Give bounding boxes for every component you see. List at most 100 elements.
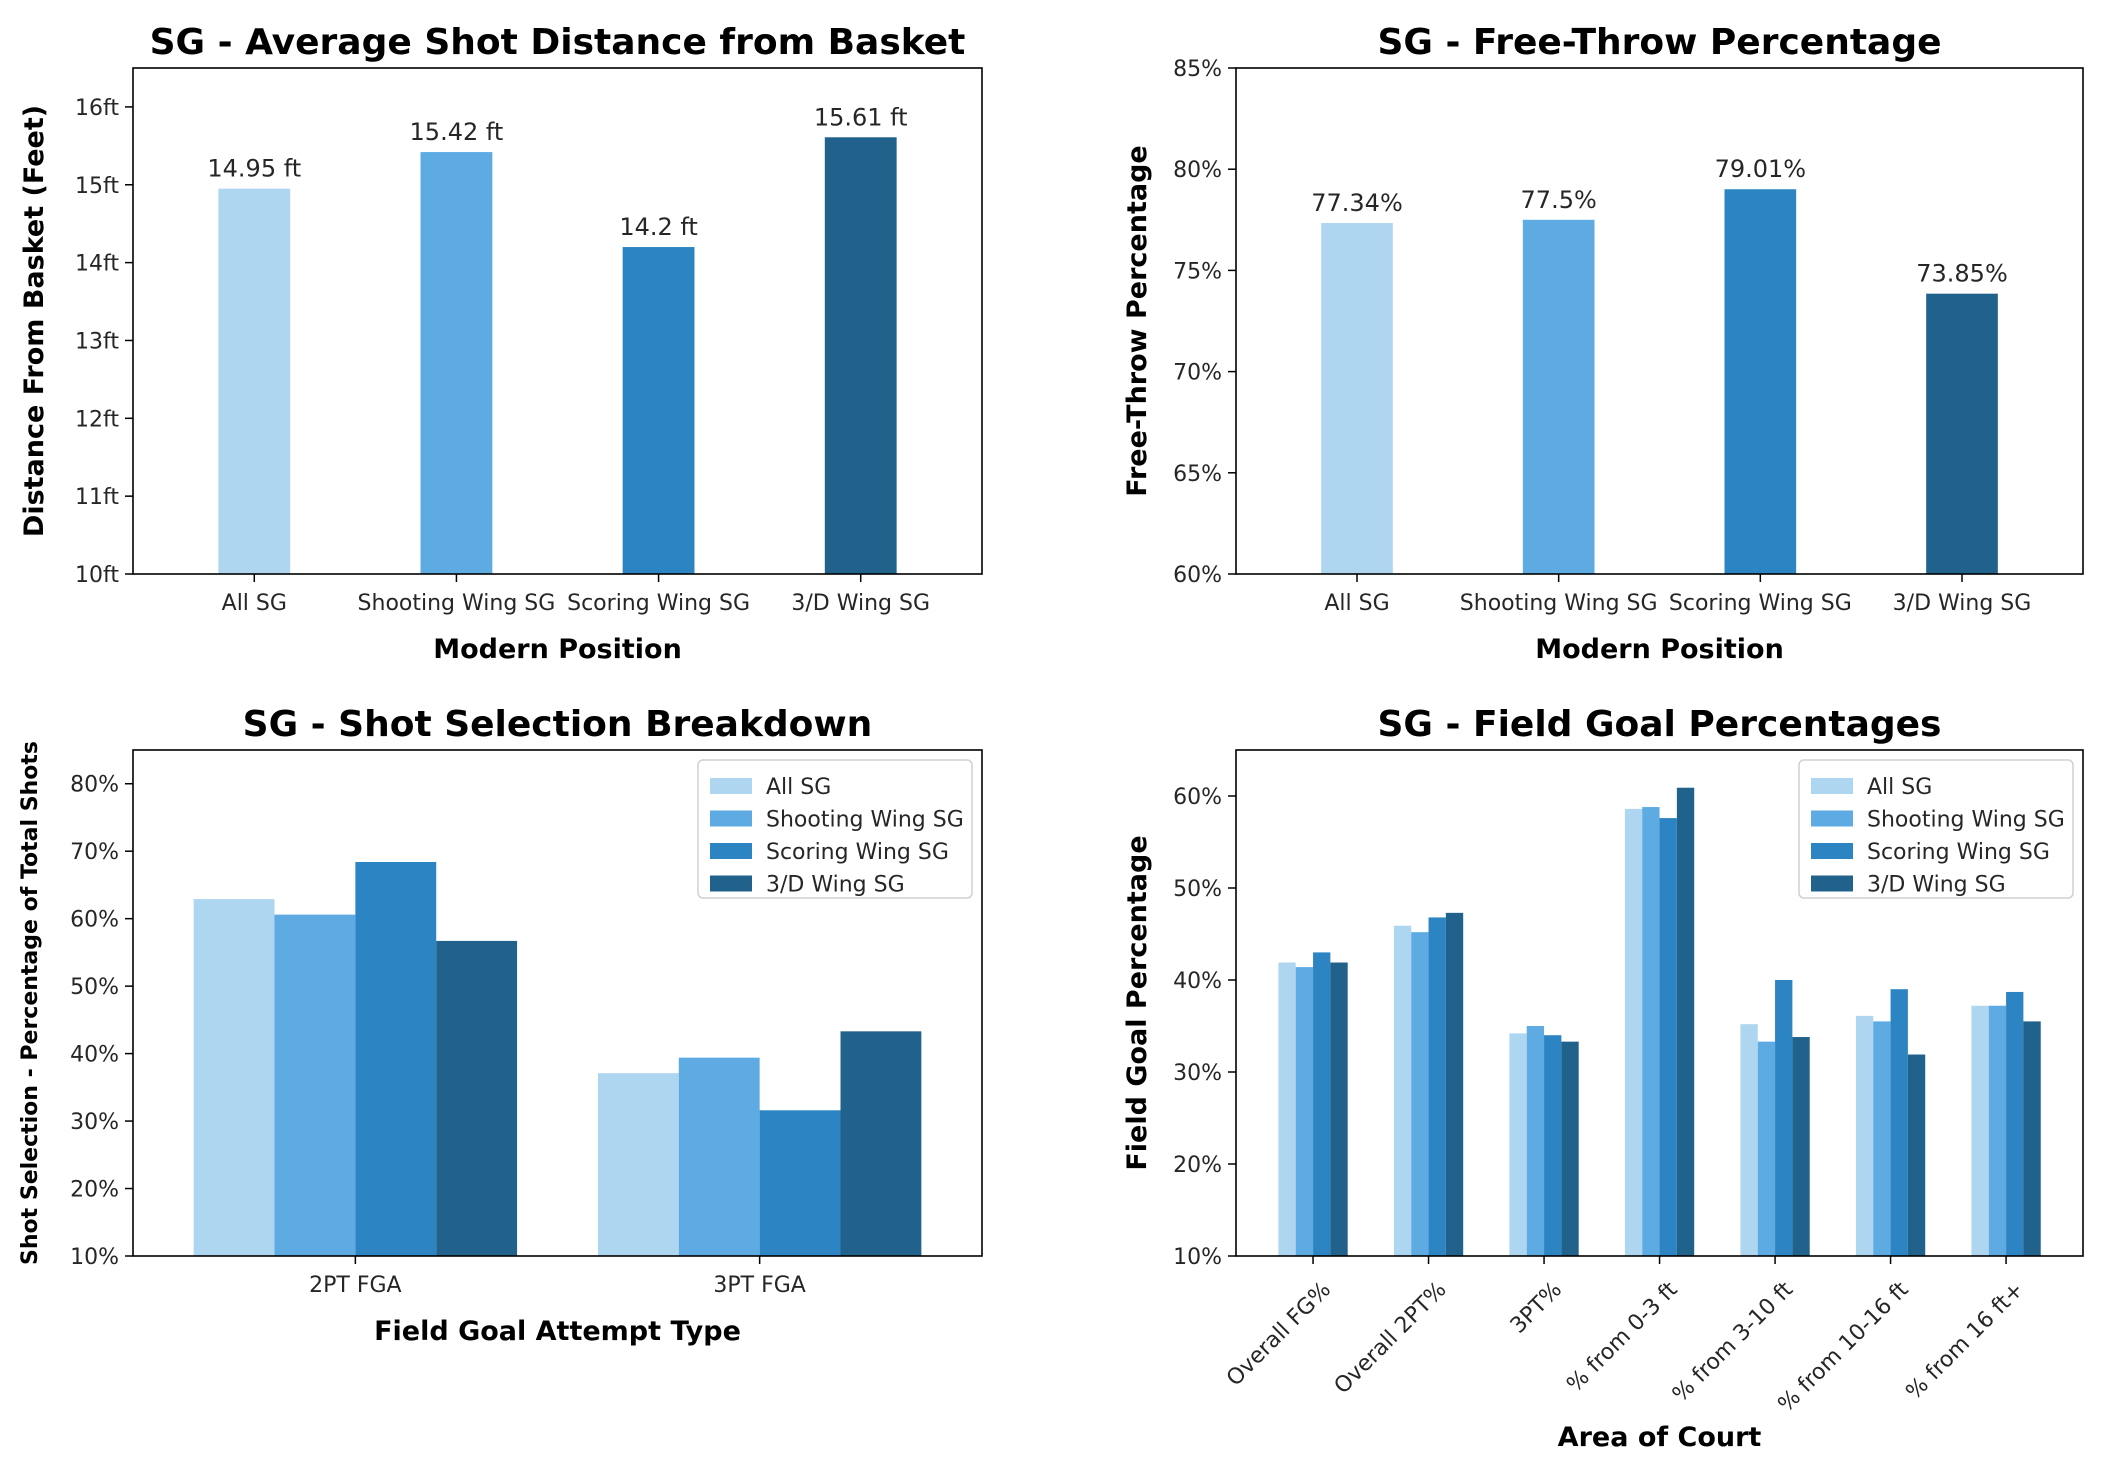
bar-all-sg	[1971, 1005, 1989, 1256]
x-tick-label: All SG	[1324, 591, 1389, 616]
bar-3-d-wing-sg	[436, 940, 518, 1256]
y-tick-label: 14ft	[75, 252, 119, 277]
bar-3-d-wing-sg	[1792, 1037, 1810, 1256]
data-label: 77.34%	[1311, 189, 1403, 217]
x-tick-label: % from 0-3 ft	[1562, 1277, 1682, 1397]
chart-1: SG - Average Shot Distance from Basket 14…	[19, 22, 983, 665]
bar-3-d-wing-sg	[1907, 1054, 1926, 1256]
data-label: 14.2 ft	[619, 213, 698, 241]
y-tick-label: 40%	[70, 1043, 119, 1068]
legend-label: Shooting Wing SG	[766, 808, 964, 833]
y-tick-label: 16ft	[75, 96, 119, 121]
bar-shooting-wing-sg	[1522, 219, 1595, 575]
bar-scoring-wing-sg	[1659, 818, 1677, 1256]
bar-shooting-wing-sg	[678, 1057, 760, 1256]
bar-scoring-wing-sg	[1724, 189, 1797, 574]
data-label: 77.5%	[1521, 186, 1597, 214]
bar-all-sg	[218, 188, 291, 574]
y-tick-label: 85%	[1173, 57, 1222, 82]
bar-3-d-wing-sg	[840, 1031, 922, 1256]
legend-label: 3/D Wing SG	[1867, 873, 2006, 898]
legend-swatch	[1811, 843, 1853, 859]
bar-all-sg	[597, 1073, 679, 1256]
data-label: 15.61 ft	[814, 103, 908, 131]
legend-swatch	[710, 875, 752, 892]
x-tick-label: 3PT FGA	[713, 1273, 805, 1298]
y-axis-label: Field Goal Percentage	[1122, 835, 1153, 1170]
y-tick-label: 12ft	[75, 407, 119, 432]
bar-all-sg	[1509, 1033, 1527, 1256]
y-tick-label: 50%	[1173, 877, 1222, 902]
bar-shooting-wing-sg	[420, 152, 493, 574]
x-tick-label: 3/D Wing SG	[1893, 591, 2032, 616]
y-tick-label: 30%	[70, 1110, 119, 1135]
bar-scoring-wing-sg	[1775, 980, 1793, 1256]
y-tick-label: 40%	[1173, 969, 1222, 994]
x-tick-label: 3PT%	[1506, 1277, 1567, 1338]
y-tick-label: 50%	[70, 975, 119, 1000]
y-axis-label: Free-Throw Percentage	[1122, 145, 1153, 496]
chart-4: SG - Field Goal Percentages Overall FG%Ov…	[1122, 704, 2084, 1453]
data-label: 79.01%	[1715, 155, 1807, 183]
legend-swatch	[1811, 778, 1853, 794]
bar-shooting-wing-sg	[1757, 1041, 1776, 1256]
y-tick-label: 70%	[1173, 361, 1222, 386]
chart-title: SG - Shot Selection Breakdown	[243, 704, 873, 745]
y-tick-label: 60%	[70, 908, 119, 933]
bar-shooting-wing-sg	[1988, 1005, 2007, 1256]
bar-scoring-wing-sg	[622, 247, 695, 575]
chart-title: SG - Average Shot Distance from Basket	[150, 22, 966, 63]
x-axis-label: Field Goal Attempt Type	[374, 1316, 741, 1347]
legend-swatch	[710, 810, 752, 827]
legend-frame	[697, 759, 973, 899]
data-label: 15.42 ft	[410, 118, 504, 146]
x-axis-label: Modern Position	[433, 634, 682, 665]
bar-shooting-wing-sg	[1642, 807, 1660, 1256]
bar-all-sg	[1624, 808, 1643, 1256]
y-tick-label: 80%	[70, 773, 119, 798]
plot-frame	[1235, 749, 2084, 1257]
y-axis-label: Distance From Basket (Feet)	[19, 105, 50, 537]
data-label: 14.95 ft	[207, 155, 301, 183]
plot-frame	[132, 67, 983, 575]
legend-label: Shooting Wing SG	[1867, 808, 2065, 833]
y-tick-label: 65%	[1173, 462, 1222, 487]
bar-all-sg	[1278, 962, 1296, 1256]
y-tick-label: 20%	[70, 1178, 119, 1203]
bar-3-d-wing-sg	[1330, 962, 1348, 1256]
y-tick-label: 10%	[1173, 1245, 1222, 1270]
x-tick-label: Overall FG%	[1222, 1277, 1336, 1391]
x-tick-label: % from 16 ft+	[1901, 1277, 2029, 1405]
bar-scoring-wing-sg	[759, 1110, 841, 1256]
bar-3-d-wing-sg	[1561, 1041, 1579, 1256]
bar-all-sg	[193, 899, 275, 1256]
bar-shooting-wing-sg	[1526, 1026, 1545, 1256]
bar-shooting-wing-sg	[274, 914, 356, 1256]
x-tick-label: Scoring Wing SG	[567, 591, 750, 616]
x-tick-label: Overall 2PT%	[1330, 1277, 1452, 1399]
y-tick-label: 11ft	[75, 485, 119, 510]
bar-all-sg	[1855, 1015, 1874, 1256]
y-tick-label: 70%	[70, 840, 119, 865]
bar-all-sg	[1393, 925, 1412, 1256]
bar-scoring-wing-sg	[2006, 991, 2024, 1256]
x-axis-label: Modern Position	[1535, 634, 1784, 665]
bar-3-d-wing-sg	[824, 137, 897, 574]
chart-title: SG - Field Goal Percentages	[1378, 704, 1942, 745]
x-axis-label: Area of Court	[1558, 1422, 1762, 1453]
bar-scoring-wing-sg	[1428, 917, 1446, 1256]
bar-3-d-wing-sg	[1445, 912, 1464, 1256]
legend-label: Scoring Wing SG	[766, 840, 949, 865]
legend-swatch	[710, 843, 752, 859]
y-tick-label: 10ft	[75, 563, 119, 588]
bar-3-d-wing-sg	[2023, 1021, 2041, 1256]
legend-label: All SG	[1867, 775, 1932, 800]
x-tick-label: 3/D Wing SG	[791, 591, 930, 616]
legend-swatch	[1811, 810, 1853, 827]
legend-label: Scoring Wing SG	[1867, 840, 2050, 865]
bar-scoring-wing-sg	[1544, 1035, 1562, 1256]
x-tick-label: 2PT FGA	[309, 1273, 401, 1298]
legend: All SG Shooting Wing SG Scoring Wing SG 3/D…	[1798, 759, 2074, 899]
